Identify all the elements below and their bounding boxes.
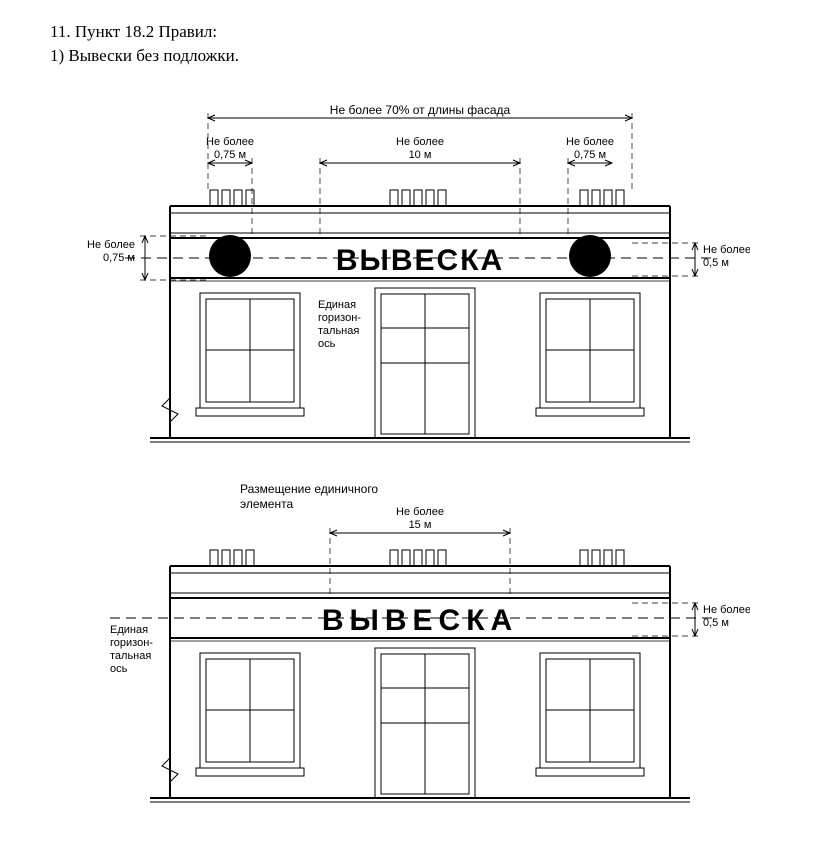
dim-top-overall: Не более 70% от длины фасада: [208, 103, 632, 193]
facade-top: [150, 190, 690, 442]
door-center-2: [375, 648, 475, 798]
svg-text:Не более 70% от длины фасада: Не более 70% от длины фасада: [330, 103, 511, 117]
svg-text:Не более: Не более: [703, 244, 750, 256]
svg-text:0,75 м: 0,75 м: [103, 252, 135, 264]
svg-text:горизон-: горизон-: [110, 637, 153, 649]
svg-text:Единая: Единая: [110, 624, 148, 636]
svg-text:Не более: Не более: [87, 239, 135, 251]
dim-top-right: Не более 0,75 м: [566, 136, 614, 238]
heading: 11. Пункт 18.2 Правил: 1) Вывески без по…: [50, 20, 789, 68]
window-left-2: [196, 653, 304, 776]
svg-text:тальная: тальная: [318, 325, 359, 337]
svg-text:0,5 м: 0,5 м: [703, 617, 729, 629]
svg-text:Не более: Не более: [396, 506, 444, 518]
sign-text-2: ВЫВЕСКА: [322, 604, 518, 637]
window-left: [196, 293, 304, 416]
d2-title-2: элемента: [240, 497, 293, 511]
svg-text:Не более: Не более: [206, 136, 254, 148]
svg-text:ось: ось: [318, 338, 336, 350]
door-center: [375, 288, 475, 438]
svg-text:горизон-: горизон-: [318, 312, 361, 324]
axis-label-block: Единая горизон- тальная ось: [318, 299, 361, 350]
svg-text:15 м: 15 м: [409, 519, 432, 531]
svg-text:Не более: Не более: [396, 136, 444, 148]
svg-text:ось: ось: [110, 663, 128, 675]
sign-circle-right: [569, 235, 611, 277]
d2-title-1: Размещение единичного: [240, 482, 378, 496]
heading-line-2: 1) Вывески без подложки.: [50, 44, 789, 68]
svg-text:Не более: Не более: [703, 604, 750, 616]
window-right: [536, 293, 644, 416]
svg-text:10 м: 10 м: [409, 149, 432, 161]
window-right-2: [536, 653, 644, 776]
svg-text:0,75 м: 0,75 м: [574, 149, 606, 161]
dim-right-height-2: Не более 0,5 м: [632, 603, 750, 636]
svg-text:0,75 м: 0,75 м: [214, 149, 246, 161]
axis-label-block-2: Единая горизон- тальная ось: [110, 624, 153, 675]
dim-top-center-2: Не более 15 м: [330, 506, 510, 598]
sign-text: ВЫВЕСКА: [336, 244, 504, 277]
diagram-1: ВЫВЕСКА Не более 70% от длины фасада Не …: [50, 98, 789, 458]
heading-line-1: 11. Пункт 18.2 Правил:: [50, 20, 789, 44]
facade-2: [150, 550, 690, 802]
diagram-2: Размещение единичного элемента: [50, 478, 789, 808]
dim-top-center: Не более 10 м: [320, 136, 520, 238]
dim-top-left: Не более 0,75 м: [206, 136, 254, 238]
sign-circle-left: [209, 235, 251, 277]
svg-text:тальная: тальная: [110, 650, 151, 662]
svg-text:Не более: Не более: [566, 136, 614, 148]
svg-text:Единая: Единая: [318, 299, 356, 311]
svg-text:0,5 м: 0,5 м: [703, 257, 729, 269]
dim-right-height: Не более 0,5 м: [632, 243, 750, 276]
